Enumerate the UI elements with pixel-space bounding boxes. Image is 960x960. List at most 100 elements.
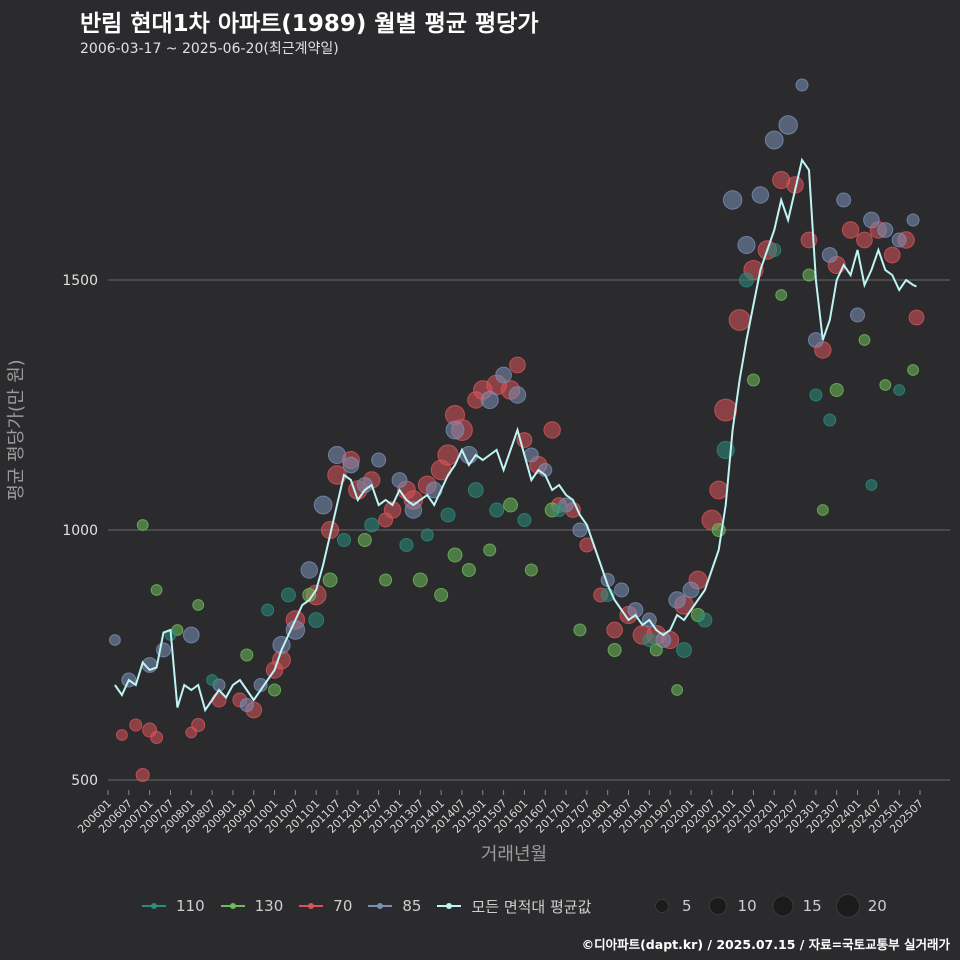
legend-item-110: 110 [140, 897, 205, 915]
point-130-21 [671, 684, 684, 696]
point-70-25 [437, 444, 459, 466]
scatter-points [109, 78, 925, 783]
point-85-42 [821, 247, 838, 263]
point-85-36 [737, 235, 756, 255]
y-axis-label: 평균 평당가(만 원) [6, 359, 27, 500]
point-110-3 [280, 587, 296, 603]
point-130-7 [322, 572, 338, 588]
point-130-11 [434, 587, 449, 603]
point-85-13 [342, 456, 360, 474]
point-110-6 [364, 517, 380, 533]
point-85-0 [109, 634, 121, 646]
point-70-63 [908, 309, 925, 326]
point-70-58 [841, 221, 860, 239]
point-70-61 [883, 246, 901, 264]
point-85-19 [445, 420, 465, 440]
legend-item-130: 130 [219, 897, 284, 915]
point-70-32 [509, 356, 526, 374]
size-legend-item-20: 20 [835, 894, 887, 918]
point-130-29 [858, 334, 871, 346]
size-legend-dot-20 [835, 894, 860, 918]
point-110-12 [517, 512, 532, 528]
y-tick-labels: 500 1000 1500 [62, 273, 98, 789]
point-85-39 [778, 115, 798, 135]
point-70-1 [129, 718, 143, 732]
point-130-3 [192, 599, 205, 611]
legend-item-avg: 모든 면적대 평균값 [435, 896, 591, 917]
point-110-5 [336, 532, 351, 548]
size-legend-dot-15 [772, 895, 794, 917]
point-130-18 [573, 623, 587, 637]
legend-swatch-110 [142, 903, 166, 909]
point-130-9 [379, 573, 393, 587]
point-130-24 [746, 373, 760, 387]
point-85-6 [239, 697, 254, 713]
point-70-35 [543, 421, 561, 439]
point-110-19 [739, 272, 754, 288]
point-110-4 [308, 612, 325, 628]
point-70-2 [135, 767, 150, 783]
point-110-2 [261, 603, 275, 617]
point-130-16 [524, 563, 538, 577]
point-70-4 [150, 731, 164, 744]
legend-item-70: 70 [297, 897, 352, 915]
point-70-50 [728, 309, 751, 331]
point-130-13 [461, 562, 476, 578]
point-130-0 [136, 519, 149, 531]
point-110-21 [809, 388, 823, 402]
legend-label-avg: 모든 면적대 평균값 [471, 897, 592, 916]
point-70-6 [191, 717, 206, 733]
point-85-9 [285, 620, 306, 640]
legend-swatch-85 [368, 903, 393, 909]
x-axis-label: 거래년월 [481, 844, 547, 865]
size-legend-dot-10 [708, 896, 727, 916]
point-85-45 [863, 211, 880, 229]
point-85-38 [764, 130, 784, 150]
legend-swatch-130 [220, 903, 245, 909]
point-85-44 [850, 307, 866, 323]
legend-label-70: 70 [333, 897, 353, 915]
point-130-30 [879, 379, 892, 391]
point-130-31 [907, 364, 919, 376]
point-85-43 [836, 192, 852, 208]
point-110-10 [467, 482, 484, 498]
point-110-7 [399, 537, 414, 553]
point-110-8 [420, 528, 434, 542]
point-85-48 [906, 213, 920, 227]
size-legend-label-20: 20 [867, 897, 887, 915]
legend-label-85: 85 [402, 897, 422, 915]
point-110-17 [697, 612, 713, 628]
point-85-40 [795, 78, 809, 92]
point-85-15 [371, 452, 387, 468]
chart-subtitle: 2006-03-17 ~ 2025-06-20(최근계약일) [80, 41, 339, 57]
point-85-46 [877, 222, 894, 238]
size-legend-item-5: 5 [650, 894, 692, 918]
point-85-21 [480, 390, 499, 410]
size-legend-dot-5 [654, 898, 670, 914]
credit-footer: ©디아파트(dapt.kr) / 2025.07.15 / 자료=국토교통부 실… [581, 937, 950, 952]
point-130-25 [775, 289, 788, 301]
legend-swatch-avg [437, 903, 462, 909]
point-85-35 [722, 190, 743, 210]
point-110-9 [440, 507, 456, 523]
point-130-1 [150, 584, 163, 596]
point-130-14 [483, 543, 497, 557]
size-legend: 5 10 15 20 [650, 894, 901, 918]
point-70-0 [115, 729, 128, 741]
point-110-22 [823, 413, 837, 427]
y-tick-500: 500 [71, 773, 98, 789]
y-tick-1000: 1000 [62, 523, 98, 539]
size-legend-label-5: 5 [682, 897, 692, 915]
chart-title: 반림 현대1차 아파트(1989) 월별 평균 평당가 [80, 11, 539, 37]
point-130-26 [802, 268, 816, 282]
point-70-49 [714, 398, 738, 422]
point-85-12 [327, 445, 347, 465]
legend-label-110: 110 [176, 897, 205, 915]
legend-label-130: 130 [254, 897, 284, 915]
point-130-10 [412, 572, 428, 588]
size-legend-item-15: 15 [771, 894, 822, 918]
point-130-15 [503, 497, 519, 513]
point-70-40 [606, 621, 623, 639]
point-130-6 [302, 587, 317, 603]
